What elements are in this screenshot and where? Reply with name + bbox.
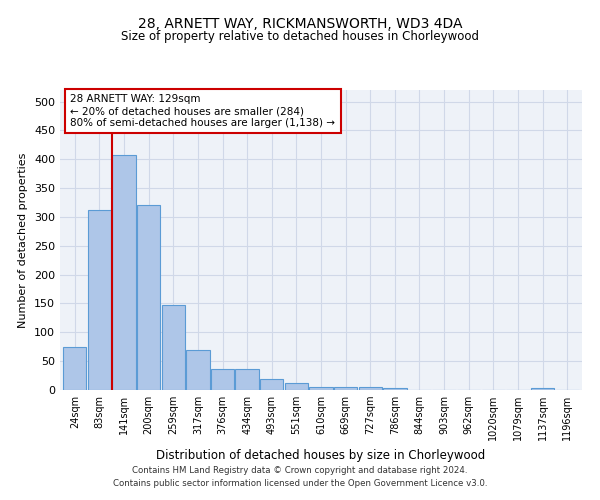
Bar xyxy=(334,387,358,390)
Bar xyxy=(260,379,283,390)
Bar xyxy=(112,155,136,390)
Bar xyxy=(531,388,554,390)
Y-axis label: Number of detached properties: Number of detached properties xyxy=(19,152,28,328)
X-axis label: Distribution of detached houses by size in Chorleywood: Distribution of detached houses by size … xyxy=(157,448,485,462)
Text: 28, ARNETT WAY, RICKMANSWORTH, WD3 4DA: 28, ARNETT WAY, RICKMANSWORTH, WD3 4DA xyxy=(138,18,462,32)
Bar xyxy=(310,387,332,390)
Text: Size of property relative to detached houses in Chorleywood: Size of property relative to detached ho… xyxy=(121,30,479,43)
Bar xyxy=(161,304,185,390)
Bar xyxy=(88,210,111,390)
Text: 28 ARNETT WAY: 129sqm
← 20% of detached houses are smaller (284)
80% of semi-det: 28 ARNETT WAY: 129sqm ← 20% of detached … xyxy=(70,94,335,128)
Bar xyxy=(137,206,160,390)
Bar xyxy=(211,368,234,390)
Bar xyxy=(63,346,86,390)
Bar xyxy=(383,388,407,390)
Bar xyxy=(284,382,308,390)
Bar xyxy=(235,368,259,390)
Text: Contains HM Land Registry data © Crown copyright and database right 2024.
Contai: Contains HM Land Registry data © Crown c… xyxy=(113,466,487,487)
Bar xyxy=(359,387,382,390)
Bar xyxy=(186,350,209,390)
